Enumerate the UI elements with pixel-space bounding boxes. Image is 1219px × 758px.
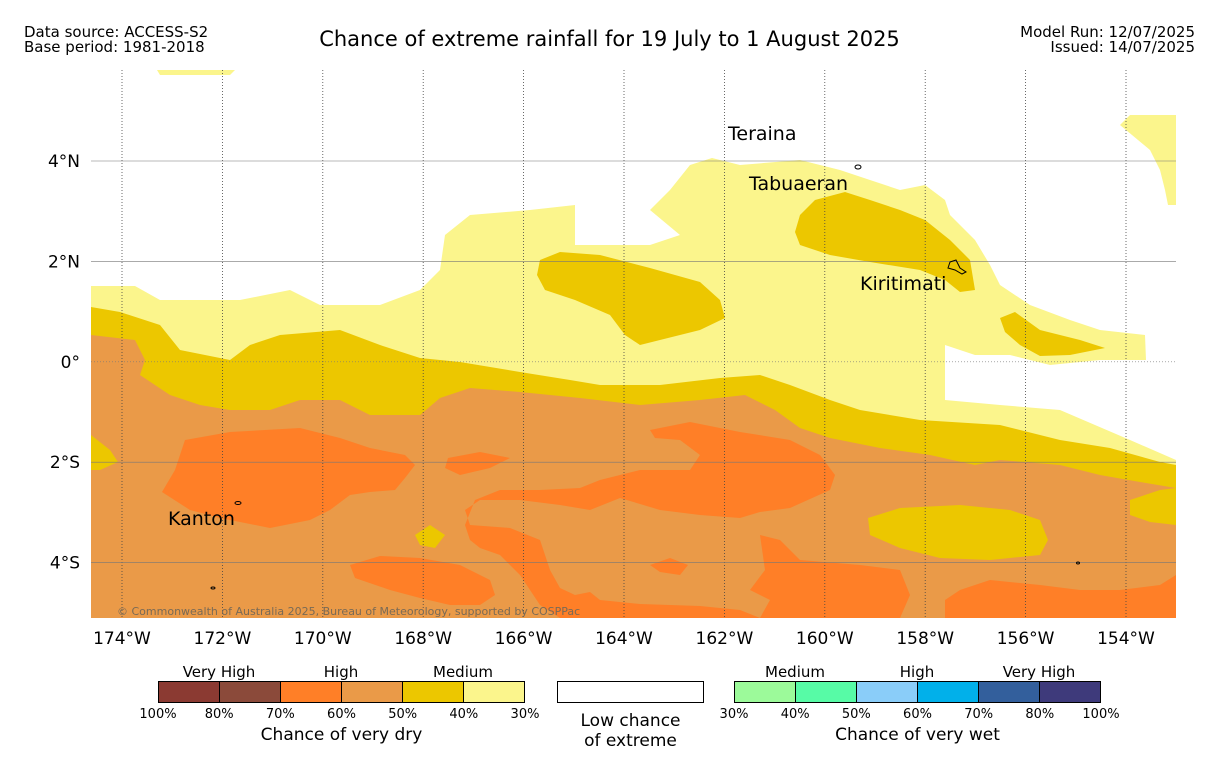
legend-tick-label: 60% bbox=[327, 707, 356, 722]
legend-swatch bbox=[796, 682, 857, 702]
legend-tick-label: 80% bbox=[204, 707, 234, 722]
data-source-text: Data source: ACCESS-S2 bbox=[24, 23, 209, 41]
place-label-tabuaeran: Tabuaeran bbox=[748, 173, 848, 195]
longitude-labels: 174°W 172°W 170°W 168°W 166°W 164°W 162°W 160°W… bbox=[93, 629, 1155, 649]
legend-wet-high: High bbox=[899, 663, 935, 681]
islands bbox=[210, 164, 1080, 590]
place-label-kiritimati: Kiritimati bbox=[860, 273, 946, 295]
legend-dry-medium: Medium bbox=[433, 663, 493, 681]
legend-tick-label: 30% bbox=[510, 707, 540, 722]
latitude-label: 0° bbox=[61, 353, 80, 373]
legend-swatch bbox=[1040, 682, 1100, 702]
longitude-label: 154°W bbox=[1097, 629, 1155, 649]
dry-60-70-se bbox=[750, 535, 910, 618]
base-period-text: Base period: 1981-2018 bbox=[24, 38, 205, 56]
dry-60-70-center bbox=[465, 422, 835, 618]
legend-wet-colorbar bbox=[734, 681, 1101, 703]
legend-tick-label: 60% bbox=[903, 707, 932, 722]
legend-dry-colorbar bbox=[158, 681, 525, 703]
longitude-label: 164°W bbox=[595, 629, 653, 649]
legend-low-chance-title: Low chance of extreme bbox=[557, 711, 704, 751]
legend-tick-label: 100% bbox=[1082, 707, 1120, 722]
grid-lines bbox=[91, 70, 1176, 618]
legend-tick-label: 40% bbox=[449, 707, 479, 722]
legend-dry-high: High bbox=[323, 663, 359, 681]
dry-30-40-region-ne bbox=[1120, 115, 1176, 205]
legend-low-line1: Low chance bbox=[580, 711, 681, 731]
legend-swatch bbox=[159, 682, 220, 702]
dry-60-70-east bbox=[945, 575, 1176, 618]
legend-tick-label: 30% bbox=[719, 707, 749, 722]
legend-swatch bbox=[342, 682, 403, 702]
longitude-label: 162°W bbox=[696, 629, 754, 649]
legend-tick-label: 80% bbox=[1025, 707, 1055, 722]
data-info: Data source: ACCESS-S2 Base period: 1981… bbox=[24, 25, 208, 55]
longitude-label: 168°W bbox=[394, 629, 452, 649]
dry-60-70-south-center bbox=[350, 556, 495, 605]
longitude-label: 170°W bbox=[294, 629, 352, 649]
map-fields bbox=[91, 70, 1176, 618]
legend-swatch bbox=[281, 682, 342, 702]
legend-swatch bbox=[220, 682, 281, 702]
dry-40-50-east bbox=[1000, 312, 1105, 356]
legend-tick-label: 70% bbox=[964, 707, 994, 722]
longitude-label: 172°W bbox=[194, 629, 252, 649]
dry-40-50-central bbox=[537, 252, 725, 345]
longitude-label: 156°W bbox=[997, 629, 1055, 649]
dry-60-70-small bbox=[445, 452, 510, 475]
dry-60-70-small2 bbox=[650, 558, 688, 575]
legend-tick-label: 100% bbox=[139, 707, 177, 722]
longitude-label: 158°W bbox=[896, 629, 954, 649]
copyright-notice: © Commonwealth of Australia 2025, Bureau… bbox=[117, 605, 580, 618]
dry-40-50-kiritimati bbox=[795, 192, 975, 292]
latitude-label: 4°S bbox=[50, 554, 80, 574]
legend-dry-title: Chance of very dry bbox=[260, 725, 423, 745]
latitude-label: 2°N bbox=[48, 252, 80, 272]
latitude-labels: 4°N 2°N 0° 2°S 4°S bbox=[48, 152, 80, 574]
legend-swatch bbox=[403, 682, 464, 702]
legend-swatch bbox=[464, 682, 524, 702]
legend-swatch bbox=[979, 682, 1040, 702]
legend-wet-title: Chance of very wet bbox=[835, 725, 1000, 745]
legend-swatch bbox=[857, 682, 918, 702]
dry-40-50-far-east bbox=[1130, 488, 1176, 525]
legend-wet-very-high: Very High bbox=[1002, 663, 1076, 681]
legend-tick-label: 50% bbox=[388, 707, 418, 722]
legend-swatch bbox=[918, 682, 979, 702]
legend-wet-medium: Medium bbox=[765, 663, 825, 681]
dry-30-40-region-top bbox=[157, 70, 235, 75]
dry-60-70-kanton bbox=[162, 428, 415, 528]
legend-tick-label: 40% bbox=[780, 707, 810, 722]
longitude-label: 174°W bbox=[93, 629, 151, 649]
latitude-label: 2°S bbox=[50, 453, 80, 473]
dry-40-50-south-east bbox=[868, 505, 1048, 560]
legend-low-chance-box bbox=[557, 681, 704, 703]
run-info: Model Run: 12/07/2025 Issued: 14/07/2025 bbox=[1020, 25, 1195, 55]
dry-40-50-small bbox=[415, 525, 445, 548]
legend-tick-label: 70% bbox=[265, 707, 295, 722]
dry-40-50-west-small bbox=[91, 435, 118, 470]
model-run-text: Model Run: 12/07/2025 bbox=[1020, 23, 1195, 41]
latitude-label: 4°N bbox=[48, 152, 80, 172]
place-label-teraina: Teraina bbox=[727, 123, 797, 145]
longitude-label: 166°W bbox=[495, 629, 553, 649]
map-title: Chance of extreme rainfall for 19 July t… bbox=[319, 27, 900, 51]
legend-low-line2: of extreme bbox=[584, 731, 677, 751]
legend-tick-label: 50% bbox=[841, 707, 871, 722]
legend-swatch bbox=[735, 682, 796, 702]
issued-text: Issued: 14/07/2025 bbox=[1050, 38, 1195, 56]
place-label-kanton: Kanton bbox=[168, 508, 235, 530]
longitude-label: 160°W bbox=[796, 629, 854, 649]
legend-dry-very-high: Very High bbox=[182, 663, 256, 681]
